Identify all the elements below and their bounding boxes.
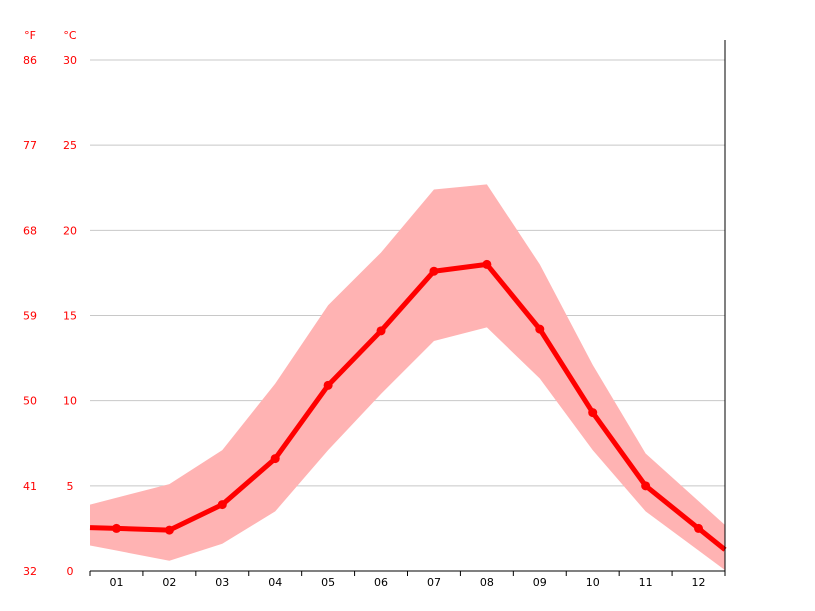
- temperature-range-band: [90, 184, 725, 571]
- data-point-09: [535, 324, 545, 334]
- data-point-04: [270, 454, 280, 464]
- y-tick-label-f: 32: [23, 565, 37, 578]
- y-tick-label-c: 15: [63, 310, 77, 323]
- y-tick-label-f: 86: [23, 54, 37, 67]
- x-tick-label: 02: [162, 576, 176, 589]
- y-tick-label-f: 77: [23, 139, 37, 152]
- y-unit-f: °F: [24, 29, 36, 42]
- y-tick-label-c: 25: [63, 139, 77, 152]
- y-tick-label-c: 5: [67, 480, 74, 493]
- data-point-06: [376, 326, 386, 336]
- y-unit-c: °C: [63, 29, 77, 42]
- data-point-01: [111, 523, 121, 533]
- x-tick-label: 06: [374, 576, 388, 589]
- y-tick-label-c: 30: [63, 54, 77, 67]
- x-tick-label: 04: [268, 576, 282, 589]
- y-tick-label-c: 20: [63, 224, 77, 237]
- y-tick-label-f: 50: [23, 395, 37, 408]
- x-tick-label: 12: [692, 576, 706, 589]
- data-point-11: [641, 481, 651, 491]
- data-point-03: [217, 500, 227, 510]
- data-point-07: [429, 266, 439, 276]
- y-tick-label-f: 41: [23, 480, 37, 493]
- data-point-02: [164, 525, 174, 535]
- data-point-05: [323, 380, 333, 390]
- x-tick-label: 03: [215, 576, 229, 589]
- y-tick-label-f: 59: [23, 310, 37, 323]
- x-tick-label: 11: [639, 576, 653, 589]
- data-point-10: [588, 408, 598, 418]
- x-tick-label: 01: [109, 576, 123, 589]
- average-temperature-line: [89, 261, 727, 552]
- x-tick-label: 08: [480, 576, 494, 589]
- y-tick-label-c: 0: [67, 565, 74, 578]
- data-point-12: [694, 523, 704, 533]
- y-tick-label-c: 10: [63, 395, 77, 408]
- x-tick-label: 05: [321, 576, 335, 589]
- data-point-08: [482, 259, 492, 269]
- y-tick-label-f: 68: [23, 224, 37, 237]
- x-tick-label: 09: [533, 576, 547, 589]
- x-tick-label: 10: [586, 576, 600, 589]
- x-tick-label: 07: [427, 576, 441, 589]
